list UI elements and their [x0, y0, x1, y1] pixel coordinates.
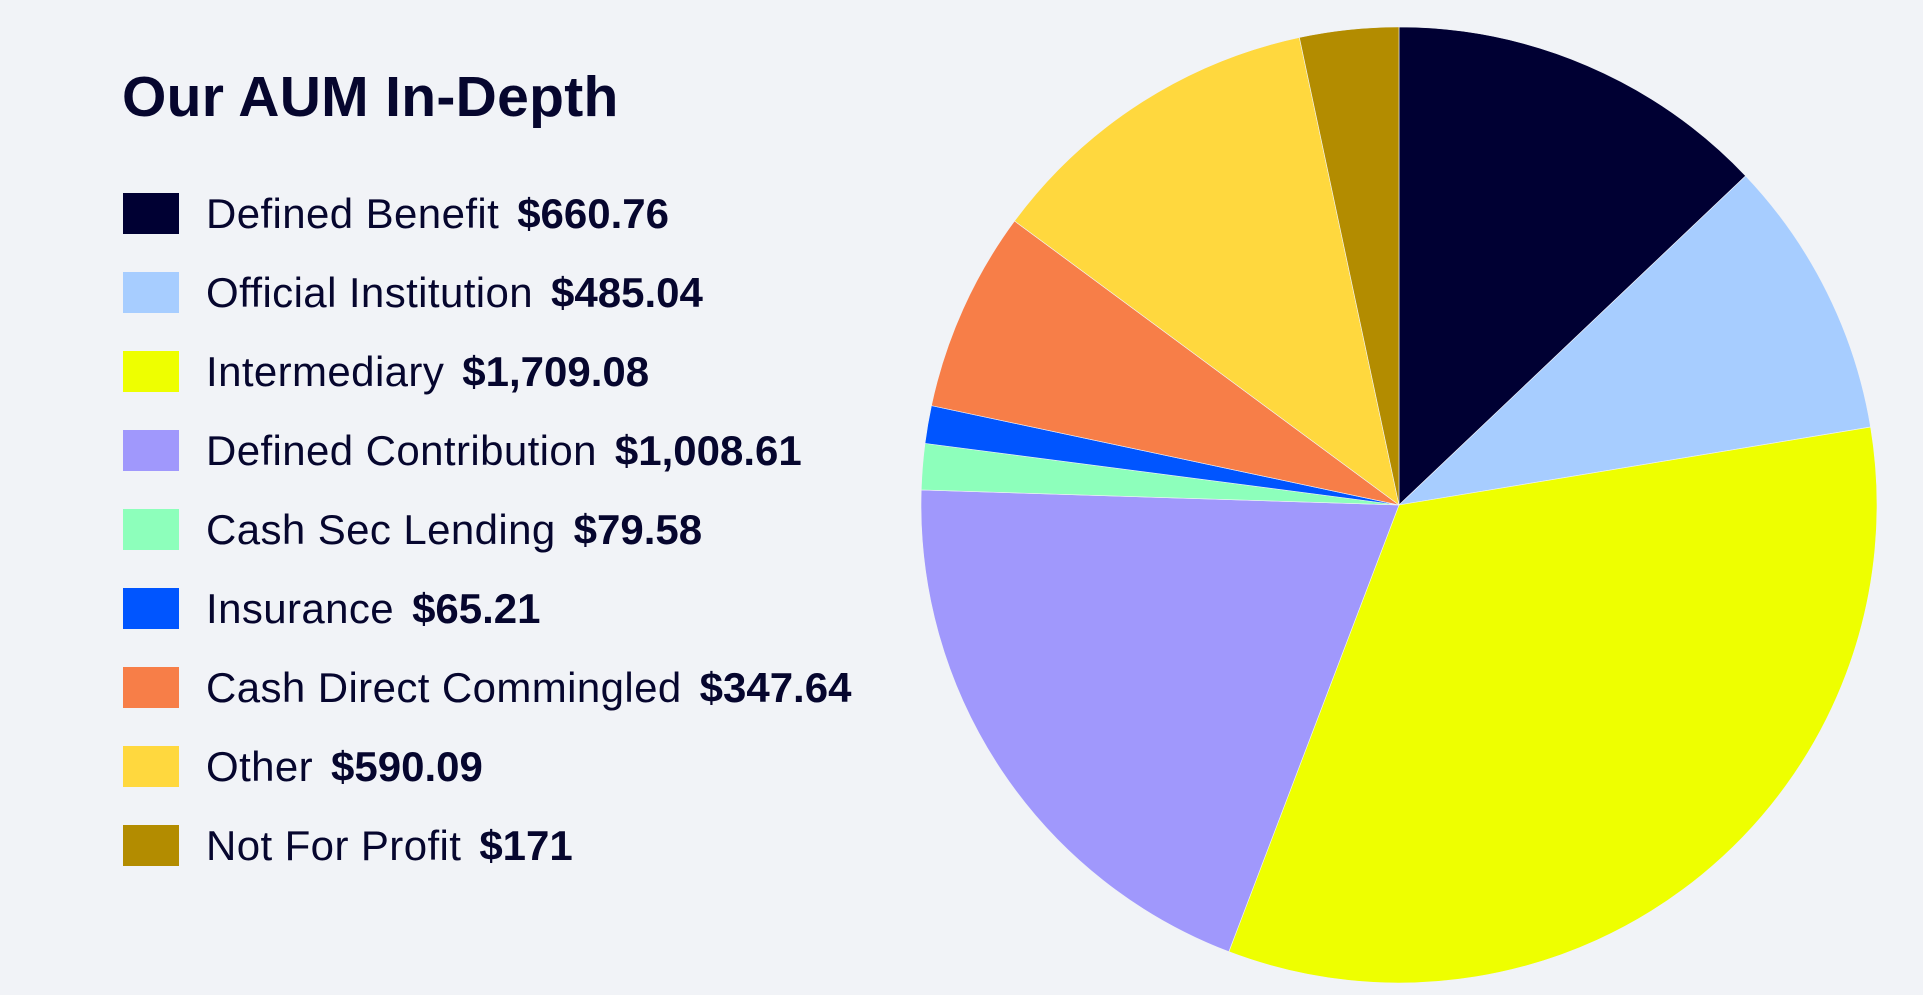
legend-label: Other: [206, 743, 314, 790]
legend-swatch: [123, 509, 179, 550]
legend-item-other: Other $590.09: [123, 743, 851, 790]
legend-swatch: [123, 825, 179, 866]
legend-item-intermediary: Intermediary $1,709.08: [123, 348, 851, 395]
pie-slice-intermediary: [1228, 426, 1878, 984]
legend-label: Defined Contribution: [206, 427, 597, 474]
legend-swatch: [123, 746, 179, 787]
legend-item-defined-contribution: Defined Contribution $1,008.61: [123, 427, 851, 474]
legend-value: $347.64: [699, 664, 852, 711]
legend-value: $171: [479, 822, 573, 869]
legend-label: Cash Direct Commingled: [206, 664, 682, 711]
legend-swatch: [123, 351, 179, 392]
legend-label: Insurance: [206, 585, 395, 632]
legend-value: $660.76: [517, 190, 670, 237]
legend-value: $65.21: [412, 585, 541, 632]
legend-item-defined-benefit: Defined Benefit $660.76: [123, 190, 851, 237]
legend-label: Cash Sec Lending: [206, 506, 556, 553]
legend-swatch: [123, 193, 179, 234]
legend-swatch: [123, 588, 179, 629]
legend-swatch: [123, 430, 179, 471]
legend-swatch: [123, 667, 179, 708]
legend-value: $1,008.61: [614, 427, 802, 474]
pie-slice-defined-benefit: [1398, 26, 1747, 506]
legend-item-official-institution: Official Institution $485.04: [123, 269, 851, 316]
legend-item-insurance: Insurance $65.21: [123, 585, 851, 632]
legend-value: $79.58: [573, 506, 703, 553]
legend-swatch: [123, 272, 179, 313]
chart-title: Our AUM In-Depth: [122, 65, 619, 129]
legend-value: $1,709.08: [462, 348, 650, 395]
legend-value: $590.09: [331, 743, 483, 790]
legend-label: Intermediary: [206, 348, 445, 395]
legend-label: Official Institution: [206, 269, 534, 316]
pie-slice-other: [1014, 37, 1400, 506]
pie-slice-not-for-profit: [1299, 26, 1400, 506]
legend-value: $485.04: [551, 269, 703, 316]
legend: Defined Benefit $660.76 Official Institu…: [123, 193, 851, 904]
legend-item-cash-sec-lending: Cash Sec Lending $79.58: [123, 506, 851, 553]
legend-label: Not For Profit: [206, 822, 462, 869]
pie-slice-cash-direct-commingled: [931, 220, 1400, 506]
legend-item-cash-direct-commingled: Cash Direct Commingled $347.64: [123, 664, 852, 711]
pie-slice-defined-contribution: [920, 489, 1400, 953]
legend-item-not-for-profit: Not For Profit $171: [123, 822, 851, 869]
pie-slice-official-institution: [1398, 175, 1871, 506]
legend-label: Defined Benefit: [206, 190, 500, 237]
